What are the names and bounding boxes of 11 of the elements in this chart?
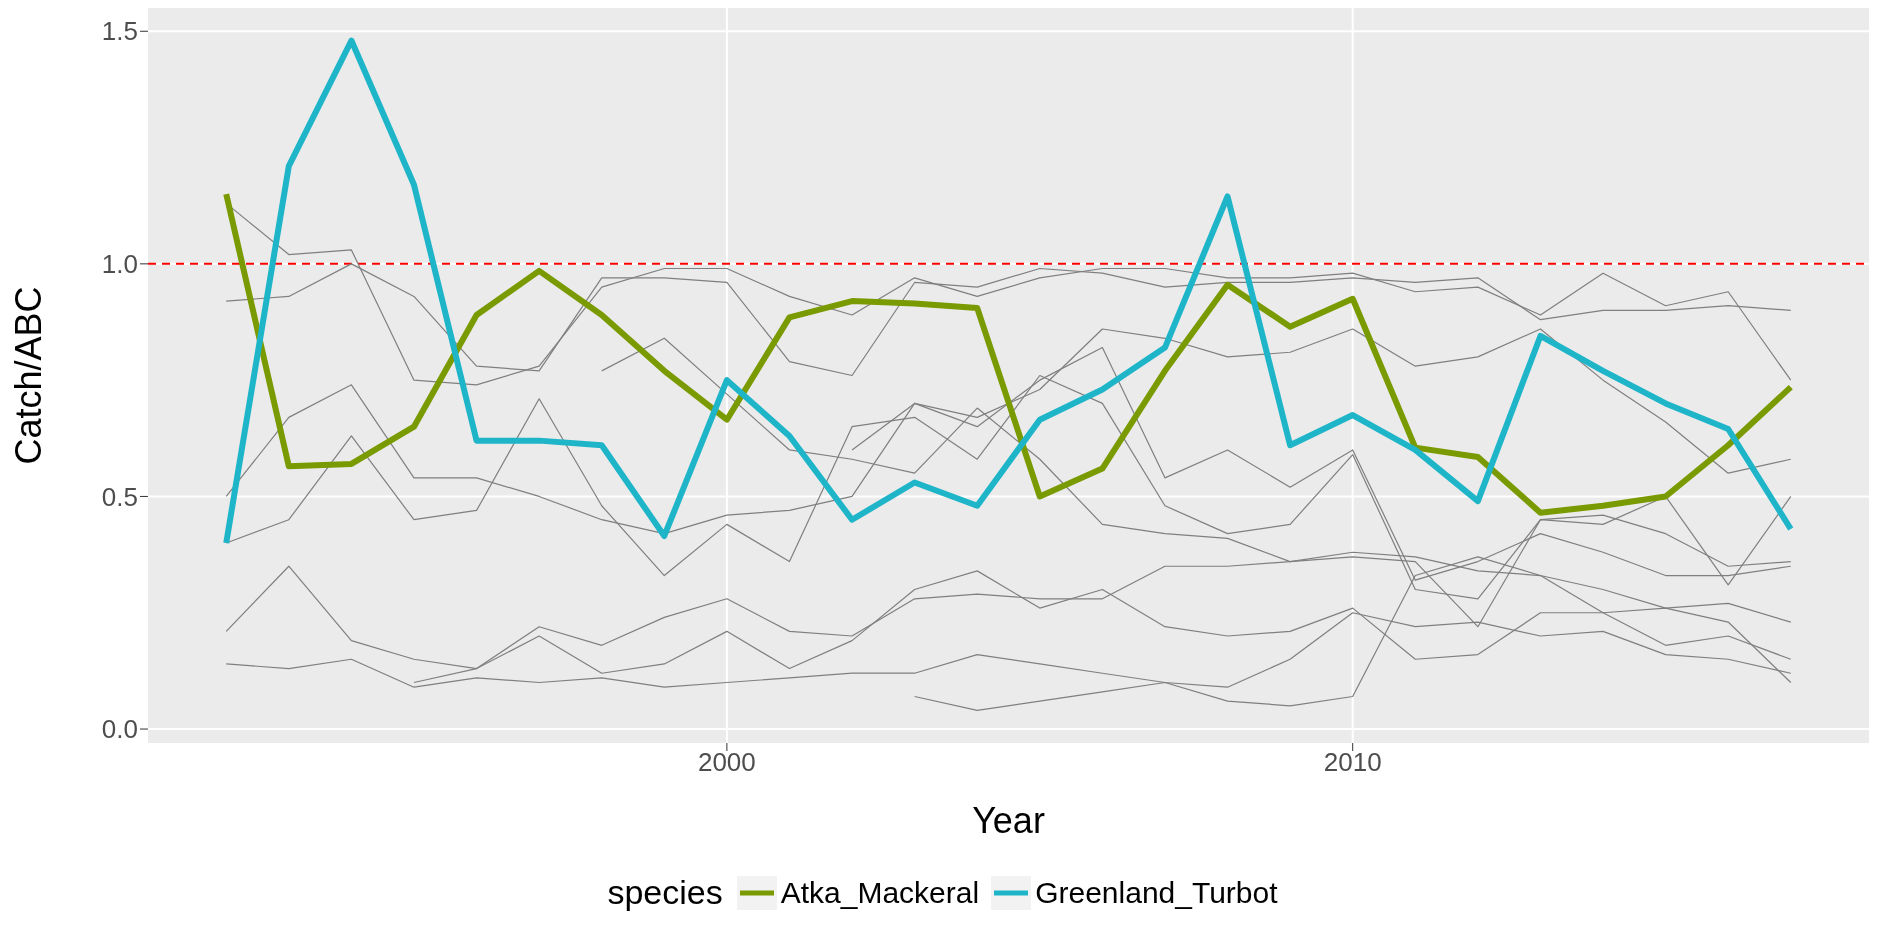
legend-label: Atka_Mackeral (780, 875, 980, 910)
legend-label: Greenland_Turbot (1035, 875, 1278, 910)
x-tick-label: 2010 (1323, 747, 1382, 778)
y-tick-label: 0.0 (101, 714, 138, 745)
x-tick-label: 2000 (697, 747, 756, 778)
y-axis-title: Catch/ABC (7, 286, 49, 465)
y-tick-label: 0.5 (101, 481, 138, 512)
x-axis-title: Year (972, 800, 1045, 841)
legend-title: species (607, 873, 723, 912)
y-tick-label: 1.5 (101, 16, 138, 47)
y-tick-label: 1.0 (101, 249, 138, 280)
